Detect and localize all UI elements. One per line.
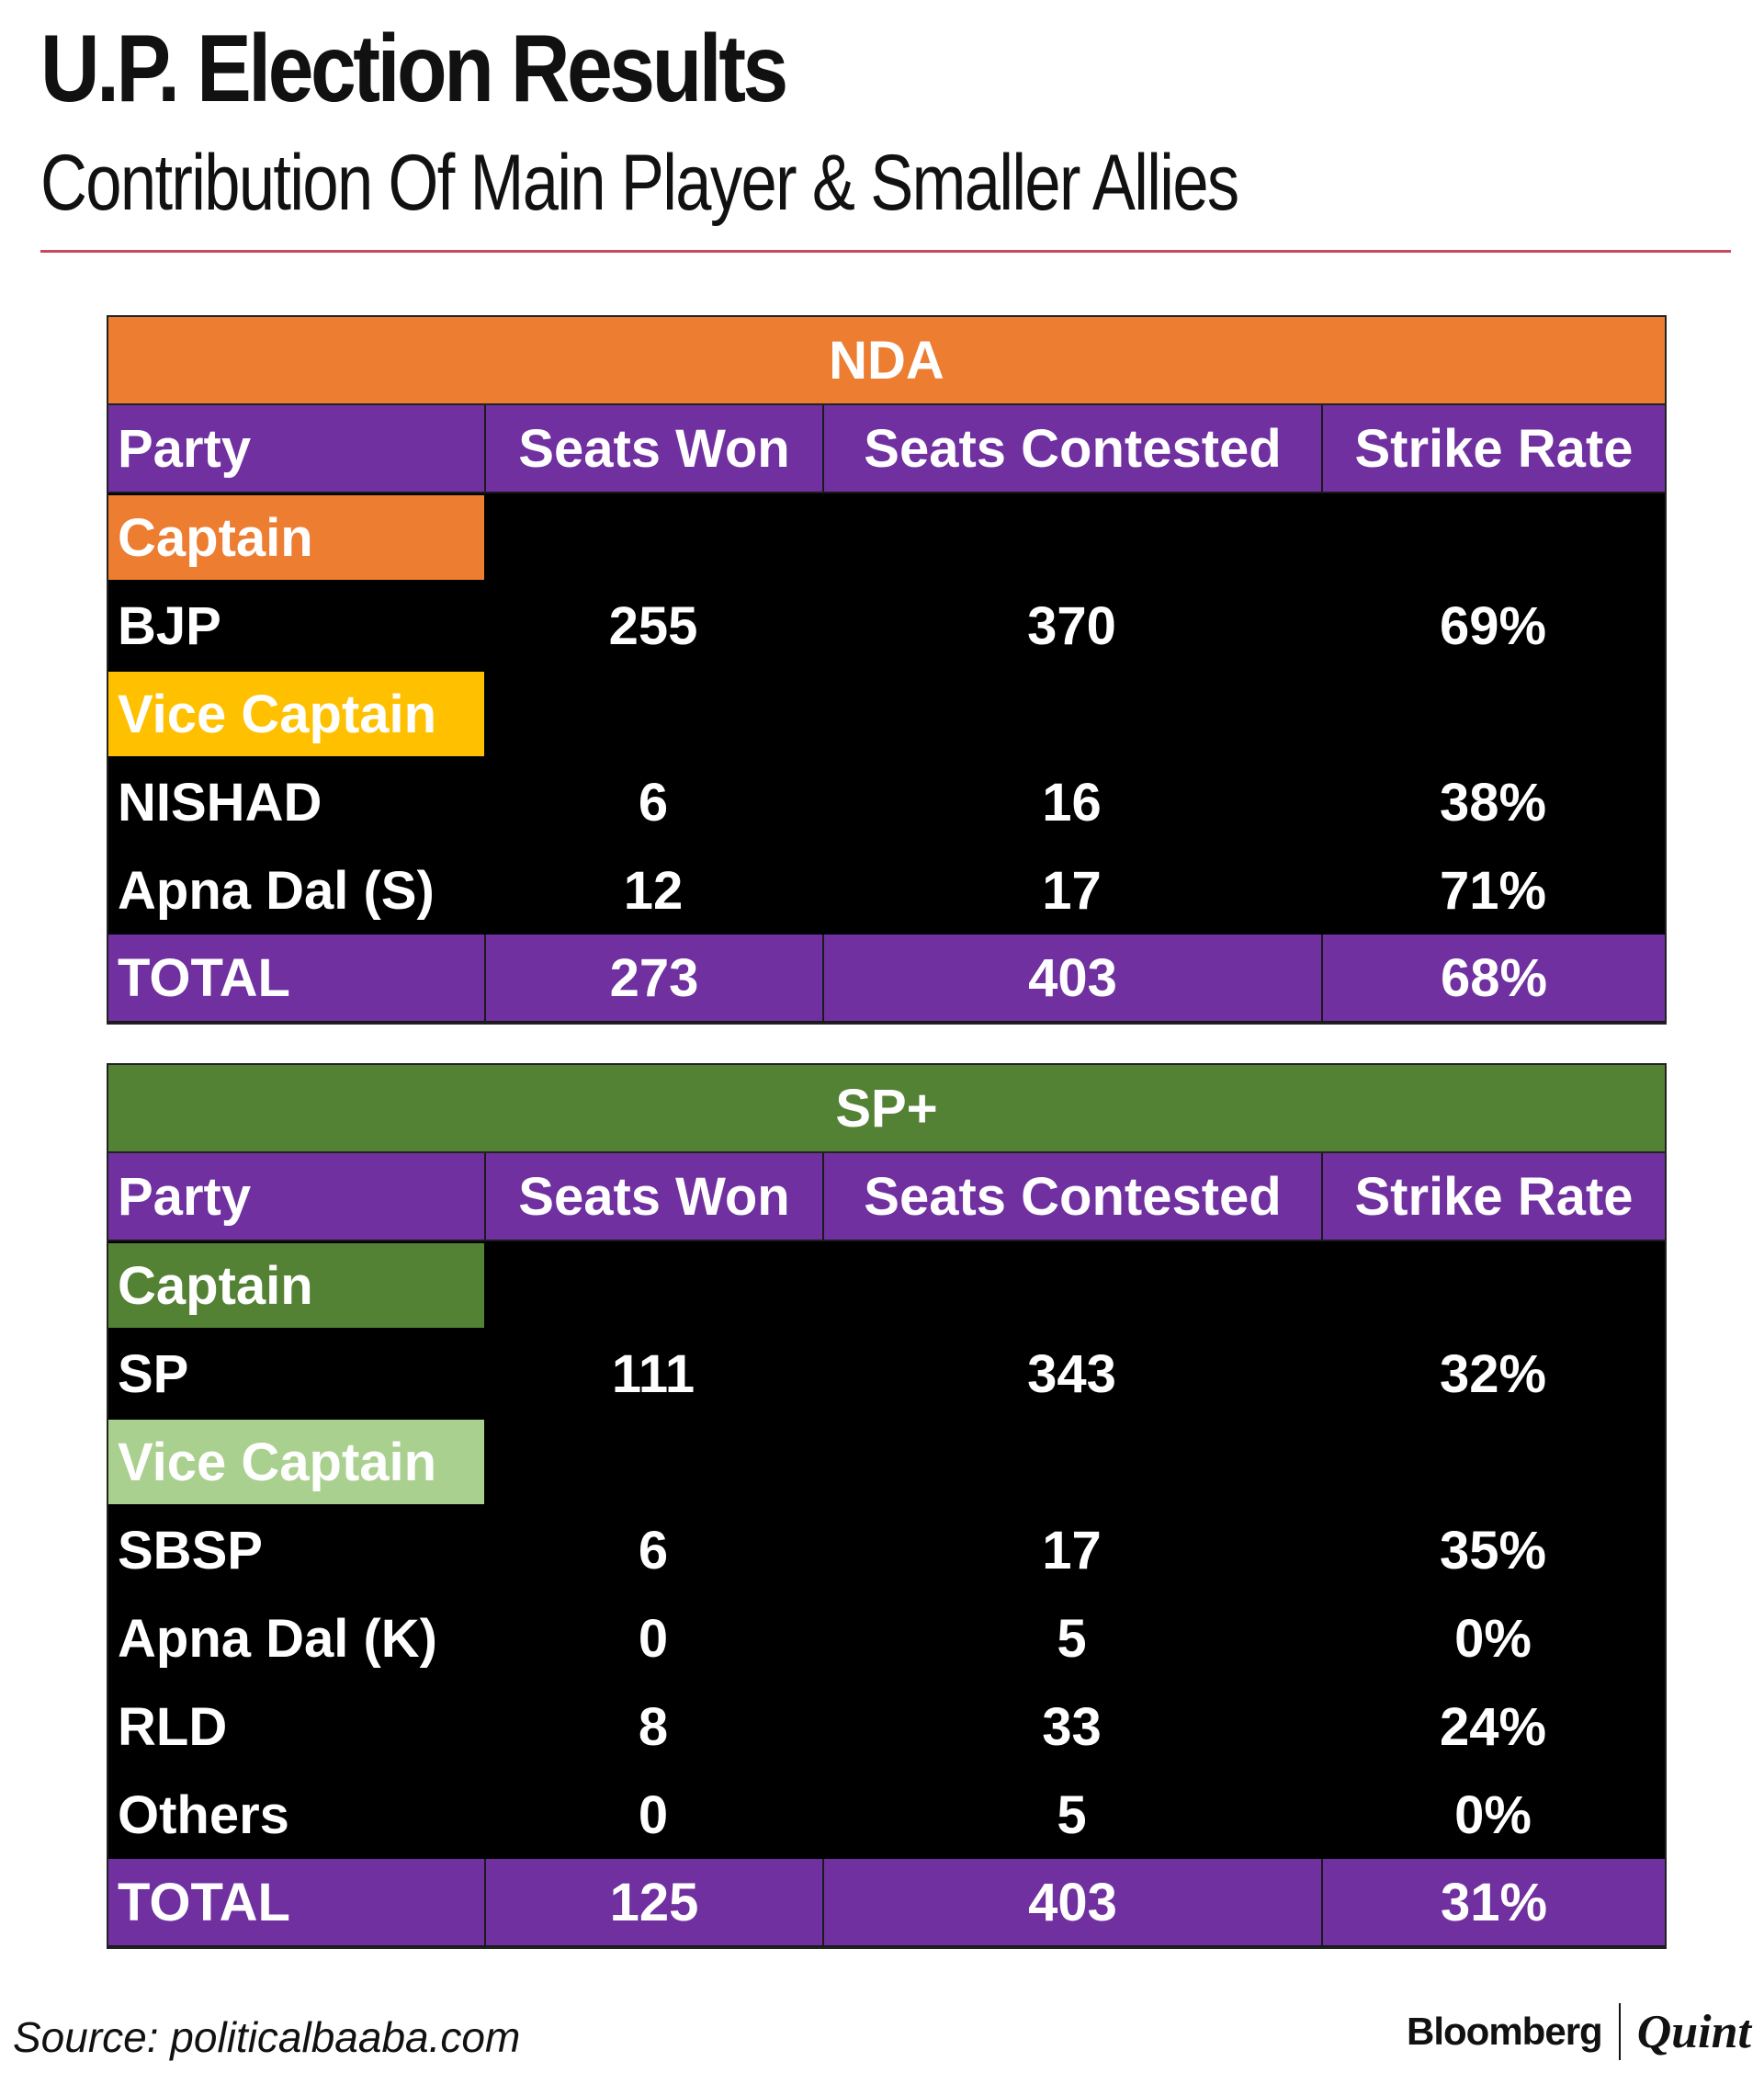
role-row-captain: Captain xyxy=(108,493,1665,582)
seats-contested: 370 xyxy=(1027,595,1116,656)
table-row: Apna Dal (S) 12 17 71% xyxy=(108,846,1665,935)
nda-table: NDA Party Seats Won Seats Contested Stri… xyxy=(107,315,1667,1025)
total-seats-contested: 403 xyxy=(822,935,1321,1023)
table-row: SBSP 6 17 35% xyxy=(108,1506,1665,1594)
column-header-row: Party Seats Won Seats Contested Strike R… xyxy=(108,405,1665,493)
seats-contested: 16 xyxy=(1042,772,1102,833)
party-name: BJP xyxy=(118,595,221,656)
col-header-seats-won: Seats Won xyxy=(484,405,822,493)
brand-logo: Bloomberg Quint xyxy=(1407,2003,1751,2060)
strike-rate: 0% xyxy=(1454,1784,1532,1845)
sp-plus-table: SP+ Party Seats Won Seats Contested Stri… xyxy=(107,1063,1667,1949)
table-row: SP 111 343 32% xyxy=(108,1330,1665,1418)
total-strike-rate: 68% xyxy=(1321,935,1665,1023)
role-label-captain: Captain xyxy=(108,1243,484,1328)
col-header-seats-won: Seats Won xyxy=(484,1153,822,1241)
role-label-vice-captain: Vice Captain xyxy=(108,672,484,756)
table-row: Others 0 5 0% xyxy=(108,1771,1665,1859)
col-header-strike-rate: Strike Rate xyxy=(1321,405,1665,493)
strike-rate: 38% xyxy=(1439,772,1547,833)
brand-separator xyxy=(1618,2003,1621,2060)
col-header-party: Party xyxy=(108,1153,484,1241)
col-header-seats-contested: Seats Contested xyxy=(822,405,1321,493)
strike-rate: 35% xyxy=(1439,1520,1547,1580)
total-label: TOTAL xyxy=(108,1859,484,1947)
total-row: TOTAL 125 403 31% xyxy=(108,1859,1665,1947)
strike-rate: 32% xyxy=(1439,1343,1547,1404)
brand-bloomberg: Bloomberg xyxy=(1407,2010,1603,2053)
total-seats-won: 125 xyxy=(484,1859,822,1947)
role-row-captain: Captain xyxy=(108,1241,1665,1330)
seats-won: 0 xyxy=(638,1608,669,1669)
party-name: SP xyxy=(118,1343,189,1404)
page-subtitle: Contribution Of Main Player & Smaller Al… xyxy=(40,139,1239,227)
party-name: Apna Dal (S) xyxy=(118,860,435,921)
group-header-sp-plus: SP+ xyxy=(108,1065,1665,1153)
role-label-captain: Captain xyxy=(108,495,484,580)
table-row: BJP 255 370 69% xyxy=(108,582,1665,670)
strike-rate: 24% xyxy=(1439,1696,1547,1757)
seats-won: 8 xyxy=(638,1696,669,1757)
col-header-strike-rate: Strike Rate xyxy=(1321,1153,1665,1241)
column-header-row: Party Seats Won Seats Contested Strike R… xyxy=(108,1153,1665,1241)
role-row-vice-captain: Vice Captain xyxy=(108,670,1665,758)
seats-contested: 17 xyxy=(1042,860,1102,921)
seats-contested: 343 xyxy=(1027,1343,1116,1404)
total-strike-rate: 31% xyxy=(1321,1859,1665,1947)
title-divider xyxy=(40,250,1731,253)
total-seats-contested: 403 xyxy=(822,1859,1321,1947)
strike-rate: 71% xyxy=(1439,860,1547,921)
table-row: NISHAD 6 16 38% xyxy=(108,758,1665,846)
seats-won: 111 xyxy=(611,1343,695,1404)
seats-won: 6 xyxy=(638,772,669,833)
col-header-seats-contested: Seats Contested xyxy=(822,1153,1321,1241)
party-name: RLD xyxy=(118,1696,228,1757)
seats-contested: 33 xyxy=(1042,1696,1102,1757)
seats-won: 6 xyxy=(638,1520,669,1580)
table-row: RLD 8 33 24% xyxy=(108,1682,1665,1771)
party-name: Others xyxy=(118,1784,289,1845)
seats-won: 255 xyxy=(608,595,698,656)
group-header-nda: NDA xyxy=(108,317,1665,405)
seats-won: 12 xyxy=(623,860,684,921)
strike-rate: 69% xyxy=(1439,595,1547,656)
page-title: U.P. Election Results xyxy=(40,16,788,122)
total-row: TOTAL 273 403 68% xyxy=(108,935,1665,1023)
party-name: NISHAD xyxy=(118,772,322,833)
total-seats-won: 273 xyxy=(484,935,822,1023)
role-row-vice-captain: Vice Captain xyxy=(108,1418,1665,1506)
party-name: Apna Dal (K) xyxy=(118,1608,437,1669)
role-label-vice-captain: Vice Captain xyxy=(108,1420,484,1504)
party-name: SBSP xyxy=(118,1520,263,1580)
seats-contested: 5 xyxy=(1057,1608,1087,1669)
seats-contested: 17 xyxy=(1042,1520,1102,1580)
total-label: TOTAL xyxy=(108,935,484,1023)
strike-rate: 0% xyxy=(1454,1608,1532,1669)
source-note: Source: politicalbaaba.com xyxy=(13,2013,521,2061)
seats-contested: 5 xyxy=(1057,1784,1087,1845)
seats-won: 0 xyxy=(638,1784,669,1845)
col-header-party: Party xyxy=(108,405,484,493)
brand-quint: Quint xyxy=(1636,2005,1751,2058)
table-row: Apna Dal (K) 0 5 0% xyxy=(108,1594,1665,1682)
